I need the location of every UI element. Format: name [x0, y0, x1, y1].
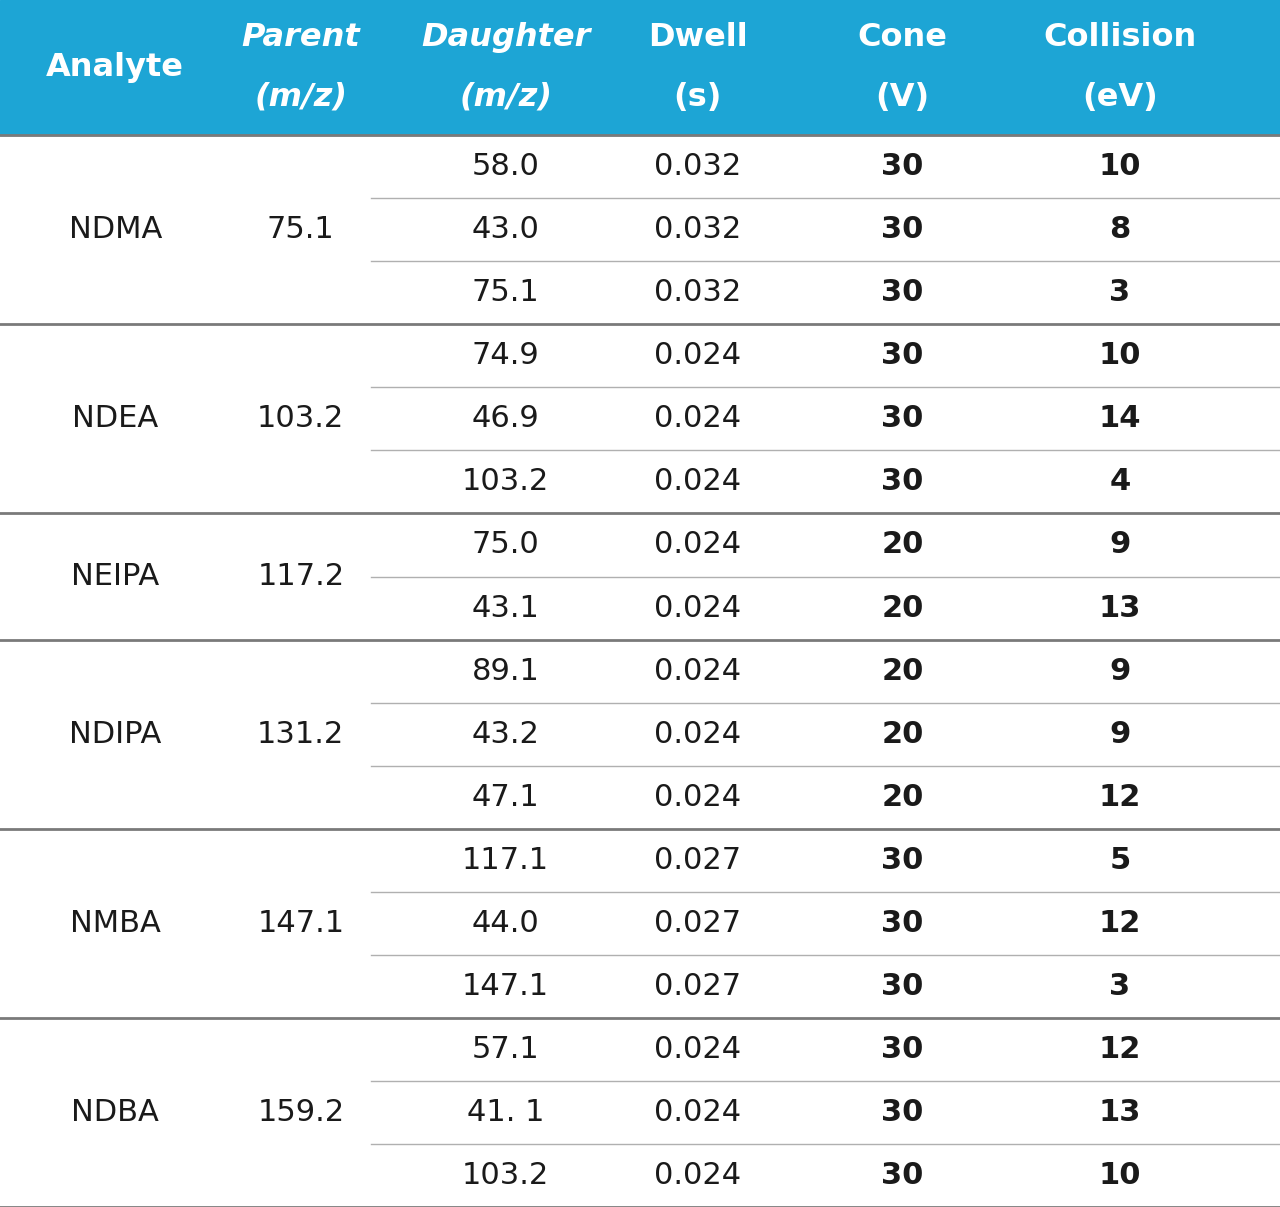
Text: 0.032: 0.032 — [654, 152, 741, 181]
Text: 30: 30 — [881, 152, 924, 181]
Text: 9: 9 — [1110, 657, 1130, 686]
Text: 20: 20 — [881, 594, 924, 623]
Text: 30: 30 — [881, 1161, 924, 1190]
Text: 20: 20 — [881, 531, 924, 560]
Text: 75.1: 75.1 — [268, 215, 334, 244]
Text: 131.2: 131.2 — [257, 719, 344, 748]
Text: 89.1: 89.1 — [471, 657, 540, 686]
Text: 43.1: 43.1 — [471, 594, 540, 623]
Text: 30: 30 — [881, 404, 924, 433]
Text: 30: 30 — [881, 1034, 924, 1063]
Text: 0.024: 0.024 — [654, 1034, 741, 1063]
Text: 46.9: 46.9 — [472, 404, 539, 433]
Text: Collision: Collision — [1043, 23, 1197, 53]
Text: 20: 20 — [881, 719, 924, 748]
Text: NDMA: NDMA — [69, 215, 161, 244]
Text: 9: 9 — [1110, 531, 1130, 560]
Text: 30: 30 — [881, 846, 924, 875]
Text: 13: 13 — [1098, 594, 1142, 623]
Text: 147.1: 147.1 — [462, 972, 549, 1001]
Text: 0.027: 0.027 — [654, 846, 741, 875]
Text: Analyte: Analyte — [46, 52, 184, 83]
Text: 0.024: 0.024 — [654, 467, 741, 496]
Text: NMBA: NMBA — [70, 909, 160, 938]
Text: 20: 20 — [881, 657, 924, 686]
Text: NDIPA: NDIPA — [69, 719, 161, 748]
Text: 0.032: 0.032 — [654, 279, 741, 308]
Text: 30: 30 — [881, 342, 924, 371]
Text: 43.2: 43.2 — [471, 719, 540, 748]
Text: 10: 10 — [1098, 152, 1142, 181]
Text: 44.0: 44.0 — [472, 909, 539, 938]
Text: 75.0: 75.0 — [472, 531, 539, 560]
Text: Daughter: Daughter — [421, 23, 590, 53]
Text: 12: 12 — [1098, 909, 1142, 938]
Text: (m/z): (m/z) — [460, 82, 552, 112]
Text: 0.024: 0.024 — [654, 531, 741, 560]
Text: 0.024: 0.024 — [654, 594, 741, 623]
Text: 147.1: 147.1 — [257, 909, 344, 938]
Text: 9: 9 — [1110, 719, 1130, 748]
Text: 117.2: 117.2 — [257, 562, 344, 591]
Text: 30: 30 — [881, 1098, 924, 1127]
Text: 4: 4 — [1110, 467, 1130, 496]
Text: 10: 10 — [1098, 342, 1142, 371]
Text: 103.2: 103.2 — [462, 1161, 549, 1190]
Text: 0.027: 0.027 — [654, 972, 741, 1001]
Text: 0.024: 0.024 — [654, 782, 741, 811]
Text: NEIPA: NEIPA — [72, 562, 159, 591]
Text: 0.024: 0.024 — [654, 1161, 741, 1190]
Text: (eV): (eV) — [1082, 82, 1158, 112]
Text: 43.0: 43.0 — [471, 215, 540, 244]
Text: Cone: Cone — [858, 23, 947, 53]
Text: 0.024: 0.024 — [654, 657, 741, 686]
Text: NDEA: NDEA — [72, 404, 159, 433]
Text: NDBA: NDBA — [72, 1098, 159, 1127]
Text: 30: 30 — [881, 279, 924, 308]
Text: 75.1: 75.1 — [472, 279, 539, 308]
Text: 10: 10 — [1098, 1161, 1142, 1190]
Text: 20: 20 — [881, 782, 924, 811]
Text: 12: 12 — [1098, 1034, 1142, 1063]
Text: 103.2: 103.2 — [462, 467, 549, 496]
Text: 30: 30 — [881, 972, 924, 1001]
Text: 0.024: 0.024 — [654, 342, 741, 371]
Text: (s): (s) — [673, 82, 722, 112]
Text: 14: 14 — [1098, 404, 1142, 433]
Text: 103.2: 103.2 — [257, 404, 344, 433]
Text: (m/z): (m/z) — [255, 82, 347, 112]
Text: 3: 3 — [1110, 972, 1130, 1001]
Text: 0.024: 0.024 — [654, 404, 741, 433]
Text: 3: 3 — [1110, 279, 1130, 308]
Text: 8: 8 — [1110, 215, 1130, 244]
Text: 30: 30 — [881, 467, 924, 496]
Text: 58.0: 58.0 — [471, 152, 540, 181]
Text: 159.2: 159.2 — [257, 1098, 344, 1127]
Text: 74.9: 74.9 — [472, 342, 539, 371]
Text: (V): (V) — [876, 82, 929, 112]
Text: 0.027: 0.027 — [654, 909, 741, 938]
Text: 0.032: 0.032 — [654, 215, 741, 244]
Bar — [0, 0, 1280, 135]
Text: 41. 1: 41. 1 — [467, 1098, 544, 1127]
Text: 30: 30 — [881, 215, 924, 244]
Text: 30: 30 — [881, 909, 924, 938]
Text: 117.1: 117.1 — [462, 846, 549, 875]
Text: 13: 13 — [1098, 1098, 1142, 1127]
Text: 0.024: 0.024 — [654, 719, 741, 748]
Text: 0.024: 0.024 — [654, 1098, 741, 1127]
Text: 5: 5 — [1110, 846, 1130, 875]
Text: Parent: Parent — [242, 23, 360, 53]
Text: 57.1: 57.1 — [472, 1034, 539, 1063]
Text: 47.1: 47.1 — [472, 782, 539, 811]
Text: Dwell: Dwell — [648, 23, 748, 53]
Text: 12: 12 — [1098, 782, 1142, 811]
